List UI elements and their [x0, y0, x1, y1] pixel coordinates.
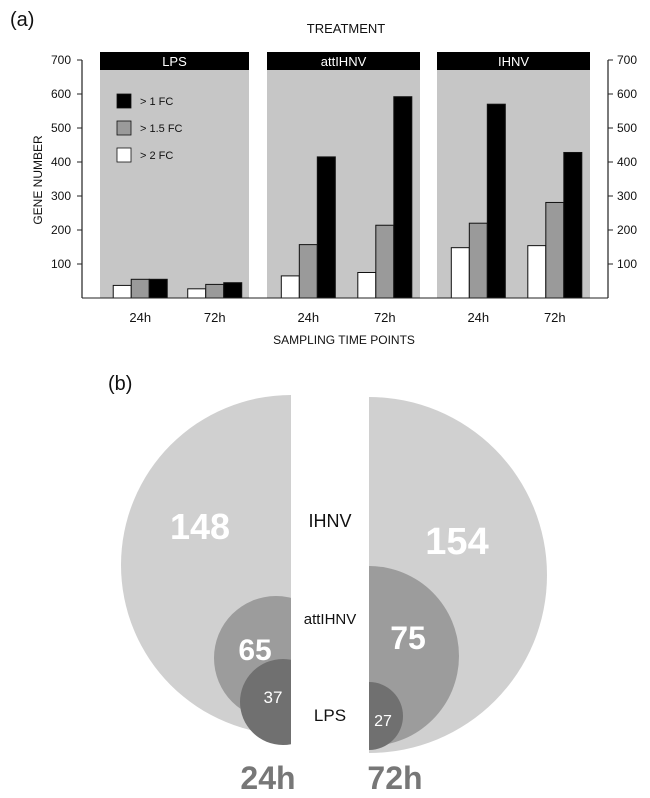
- x-tick-label: 72h: [204, 310, 226, 325]
- panel-a-label: (a): [10, 9, 34, 31]
- center-label-attihnv: attIHNV: [304, 611, 357, 628]
- bar-lps-24h: [148, 278, 168, 299]
- facet-ihnv: IHNV: [437, 52, 590, 299]
- x-tick-label: 24h: [467, 310, 489, 325]
- panel-b-label: (b): [108, 373, 132, 395]
- right-y-ticks: 100 200 300 400 500 600 700: [608, 53, 637, 271]
- bar-ihnv-72h: [545, 201, 565, 299]
- bar-attihnv-72h: [357, 272, 377, 299]
- legend-swatch: [116, 93, 132, 109]
- bar-attihnv-72h: [375, 224, 395, 299]
- time-label-72h: 72h: [367, 760, 422, 796]
- y-tick-label-right: 100: [617, 257, 637, 271]
- y-tick-label-right: 700: [617, 53, 637, 67]
- facet-header-label: attIHNV: [321, 54, 367, 69]
- y-tick-label-left: 600: [51, 87, 71, 101]
- legend-label: > 1.5 FC: [140, 123, 183, 135]
- venn-lps-region: [240, 659, 291, 745]
- x-axis-title: SAMPLING TIME POINTS: [273, 333, 415, 347]
- bar-lps-24h: [130, 278, 150, 299]
- bar-lps-72h: [223, 282, 243, 299]
- venn-value-lps-72h: 27: [374, 713, 392, 730]
- y-axis-title: GENE NUMBER: [31, 135, 45, 225]
- venn-value-lps-24h: 37: [264, 688, 283, 707]
- x-tick-labels: 24h 72h 24h 72h 24h 72h: [129, 310, 565, 325]
- facet-header: [100, 52, 249, 70]
- y-tick-label-left: 100: [51, 257, 71, 271]
- x-tick-label: 72h: [374, 310, 396, 325]
- center-label-lps: LPS: [314, 706, 346, 725]
- y-tick-label-right: 200: [617, 223, 637, 237]
- bar-ihnv-24h: [468, 222, 488, 299]
- facet-lps: LPS: [100, 52, 249, 299]
- center-label-ihnv: IHNV: [308, 511, 351, 531]
- legend-label: > 1 FC: [140, 96, 173, 108]
- legend: > 1 FC > 1.5 FC > 2 FC: [116, 93, 183, 163]
- time-label-24h: 24h: [240, 760, 295, 796]
- y-tick-label-left: 300: [51, 189, 71, 203]
- bar-lps-24h: [112, 284, 132, 299]
- bar-ihnv-72h: [527, 245, 547, 299]
- legend-label: > 2 FC: [140, 150, 173, 162]
- venn-value-ihnv-72h: 154: [425, 521, 488, 563]
- venn-24h: [121, 395, 291, 745]
- legend-swatch: [116, 120, 132, 136]
- y-tick-label-left: 500: [51, 121, 71, 135]
- x-tick-label: 72h: [544, 310, 566, 325]
- x-tick-label: 24h: [297, 310, 319, 325]
- treatment-title: TREATMENT: [307, 21, 386, 36]
- legend-swatch: [116, 147, 132, 163]
- venn-value-ihnv-24h: 148: [170, 506, 230, 547]
- y-tick-label-right: 600: [617, 87, 637, 101]
- facet-header-label: IHNV: [498, 54, 529, 69]
- y-tick-label-right: 400: [617, 155, 637, 169]
- bar-lps-72h: [205, 283, 225, 299]
- bar-ihnv-24h: [486, 103, 506, 299]
- facet-header: [267, 52, 420, 70]
- venn-lps-region: [369, 682, 403, 750]
- y-tick-label-right: 500: [617, 121, 637, 135]
- venn-value-attihnv-24h: 65: [238, 634, 271, 667]
- bar-attihnv-24h: [280, 275, 300, 299]
- facet-attihnv: attIHNV: [267, 52, 420, 299]
- bar-ihnv-24h: [450, 247, 470, 299]
- y-tick-label-left: 700: [51, 53, 71, 67]
- bar-ihnv-72h: [563, 151, 583, 299]
- facet-header-label: LPS: [162, 54, 187, 69]
- venn-value-attihnv-72h: 75: [390, 620, 426, 656]
- y-tick-label-left: 200: [51, 223, 71, 237]
- venn-72h: [369, 397, 547, 753]
- left-y-ticks: 100 200 300 400 500 600 700: [51, 53, 82, 271]
- x-tick-label: 24h: [129, 310, 151, 325]
- bar-attihnv-72h: [393, 96, 413, 299]
- facet-panels: LPS attIHNV IHNV: [82, 52, 608, 299]
- bar-lps-72h: [187, 288, 207, 299]
- bar-attihnv-24h: [316, 156, 336, 299]
- facet-header: [437, 52, 590, 70]
- venn-diagrams: 148 65 37 154 75 27: [121, 395, 547, 753]
- bar-attihnv-24h: [298, 244, 318, 299]
- y-tick-label-left: 400: [51, 155, 71, 169]
- y-tick-label-right: 300: [617, 189, 637, 203]
